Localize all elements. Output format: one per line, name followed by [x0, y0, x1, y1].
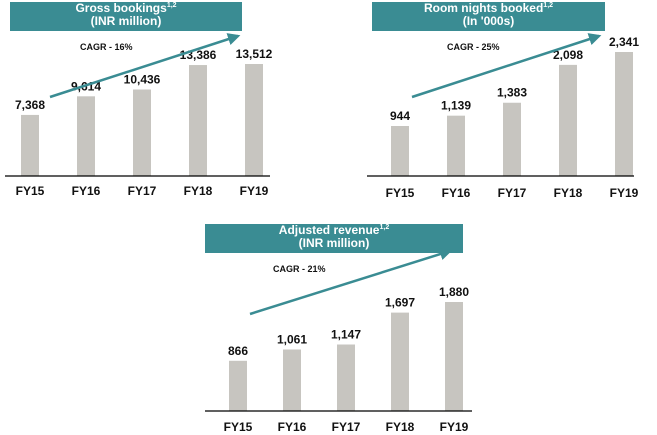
- bar: [391, 125, 409, 176]
- value-label: 944: [390, 109, 410, 123]
- x-tick-label: FY19: [440, 420, 469, 434]
- chart-title-line: Gross bookings1,2: [10, 2, 242, 15]
- bar: [77, 96, 95, 176]
- chart-title: Room nights booked: [423, 1, 544, 15]
- bar: [559, 64, 577, 176]
- chart-title-superscript: 1,2: [543, 2, 554, 9]
- chart-adjusted-revenue: Adjusted revenue1,2 (INR million) 866 FY1…: [200, 222, 490, 435]
- chart-title-line: Room nights booked1,2: [372, 2, 605, 15]
- bar: [615, 52, 633, 176]
- bar: [503, 102, 521, 176]
- x-tick-label: FY18: [386, 420, 415, 434]
- x-tick-label: FY15: [224, 420, 253, 434]
- value-label: 13,512: [236, 47, 273, 61]
- bar: [283, 349, 301, 411]
- x-tick-label: FY17: [128, 184, 157, 198]
- bar: [229, 360, 247, 411]
- x-tick-label: FY17: [332, 420, 361, 434]
- bar: [337, 344, 355, 411]
- x-tick-label: FY18: [554, 186, 583, 200]
- x-tick-label: FY16: [72, 184, 101, 198]
- chart-title-line: Adjusted revenue1,2: [205, 224, 463, 237]
- chart-title-banner: Room nights booked1,2 (In '000s): [372, 2, 605, 31]
- cagr-annotation: CAGR - 16%: [80, 42, 133, 52]
- chart-title-banner: Adjusted revenue1,2 (INR million): [205, 224, 463, 253]
- chart-title: Adjusted revenue: [278, 223, 380, 237]
- chart-title-banner: Gross bookings1,2 (INR million): [10, 2, 242, 31]
- value-label: 10,436: [124, 72, 161, 86]
- bar: [21, 114, 39, 176]
- cagr-annotation: CAGR - 25%: [447, 42, 500, 52]
- x-tick-label: FY18: [184, 184, 213, 198]
- value-label: 2,098: [553, 48, 583, 62]
- chart-gross-bookings: Gross bookings1,2 (INR million) 7,368 FY1…: [0, 0, 290, 205]
- value-label: 1,061: [277, 332, 307, 346]
- x-tick-label: FY16: [278, 420, 307, 434]
- bar: [189, 65, 207, 176]
- value-label: 1,383: [497, 86, 527, 100]
- chart-title: Gross bookings: [75, 1, 167, 15]
- x-tick-label: FY19: [240, 184, 269, 198]
- chart-subtitle: (In '000s): [462, 14, 515, 28]
- x-tick-label: FY16: [442, 186, 471, 200]
- bar: [133, 89, 151, 176]
- chart-plot-area: 866 FY15 1,061 FY16 1,147 FY17 1,697 FY18 1,880 F…: [205, 248, 472, 434]
- value-label: 866: [228, 344, 248, 358]
- value-label: 1,139: [441, 99, 471, 113]
- value-label: 1,697: [385, 296, 415, 310]
- cagr-trend-arrow: [49, 33, 241, 99]
- value-label: 1,147: [331, 327, 361, 341]
- cagr-trend-arrow: [249, 248, 453, 316]
- chart-plot-area: 944 FY15 1,139 FY16 1,383 FY17 2,098 FY18 2,341 F…: [367, 33, 639, 200]
- bar: [445, 302, 463, 411]
- value-label: 2,341: [609, 35, 639, 49]
- bar: [447, 115, 465, 176]
- value-label: 1,880: [439, 285, 469, 299]
- value-label: 7,368: [15, 98, 45, 112]
- chart-room-nights: Room nights booked1,2 (In '000s) 944 FY15…: [362, 0, 652, 205]
- chart-subtitle: (INR million): [90, 14, 162, 28]
- chart-title-superscript: 1,2: [166, 2, 177, 9]
- bar: [245, 64, 263, 176]
- bar: [391, 312, 409, 411]
- x-tick-label: FY17: [498, 186, 527, 200]
- x-tick-label: FY19: [610, 186, 639, 200]
- chart-title-superscript: 1,2: [379, 224, 390, 231]
- chart-subtitle: (INR million): [298, 236, 370, 250]
- chart-plot-area: 7,368FY159,614FY1610,436FY1713,386FY1813…: [5, 33, 273, 198]
- x-tick-label: FY15: [16, 184, 45, 198]
- cagr-trend-arrow: [411, 33, 602, 99]
- cagr-annotation: CAGR - 21%: [273, 264, 326, 274]
- x-tick-label: FY15: [386, 186, 415, 200]
